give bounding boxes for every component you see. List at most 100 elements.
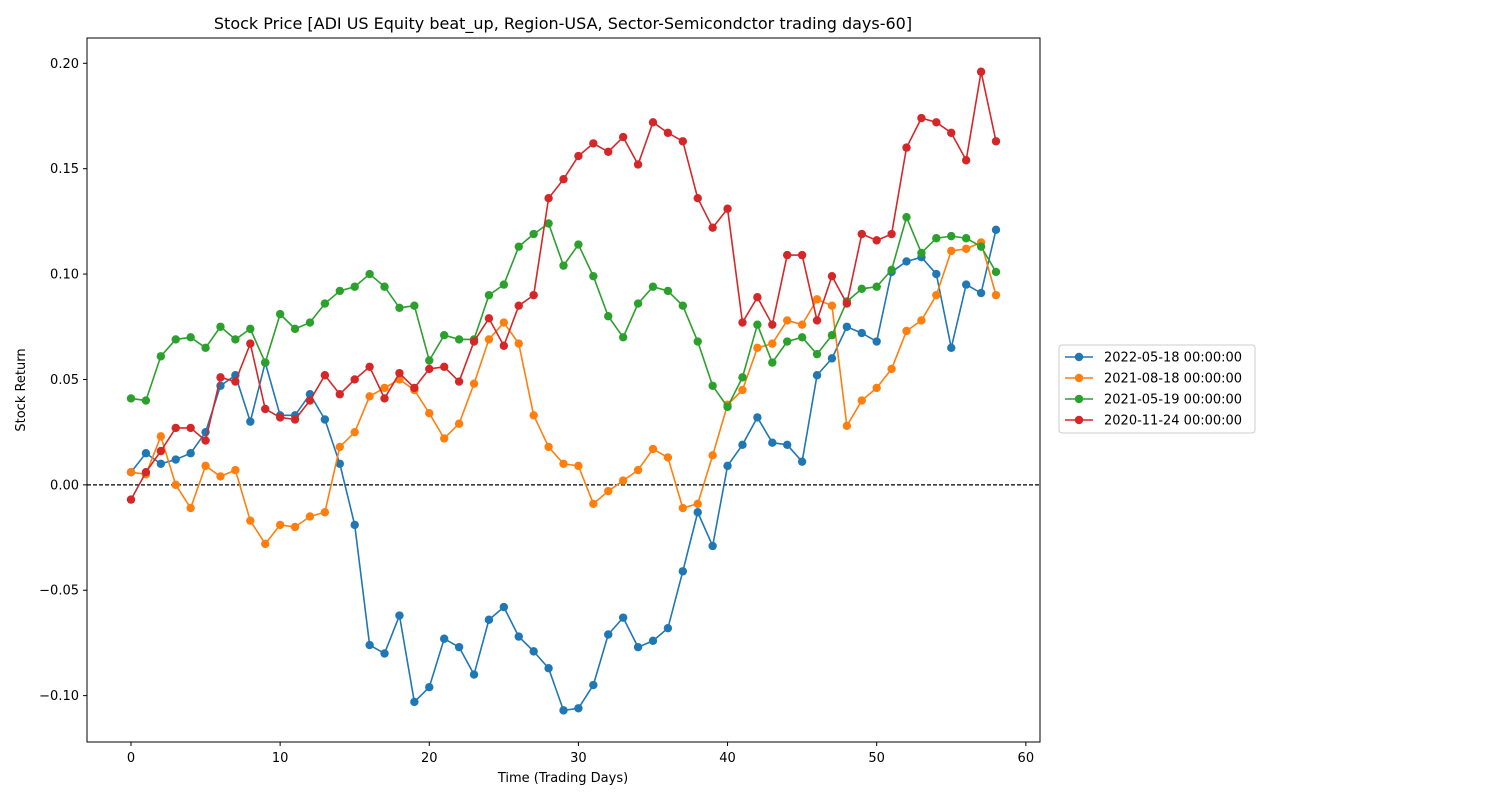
data-point <box>425 356 434 365</box>
y-tick-label: 0.20 <box>50 57 79 72</box>
data-point <box>648 118 658 127</box>
data-point <box>783 316 792 325</box>
data-point <box>589 499 598 509</box>
data-point <box>544 219 553 228</box>
data-point <box>693 508 702 517</box>
data-point <box>499 280 509 289</box>
data-point <box>529 411 538 420</box>
data-point <box>857 284 866 294</box>
x-tick-label: 20 <box>421 751 438 766</box>
data-point <box>439 362 449 372</box>
x-tick-label: 0 <box>127 751 135 766</box>
data-point <box>246 417 255 426</box>
legend-label: 2021-08-18 00:00:00 <box>1104 372 1242 387</box>
legend-label: 2021-05-19 00:00:00 <box>1104 393 1242 408</box>
x-tick-label: 40 <box>719 751 736 766</box>
data-point <box>991 290 1001 300</box>
data-point <box>514 301 523 310</box>
data-point <box>439 434 449 443</box>
data-point <box>738 385 747 395</box>
data-point <box>872 282 881 291</box>
data-point <box>305 512 315 521</box>
data-point <box>514 242 523 251</box>
data-point <box>544 442 553 452</box>
data-point <box>201 436 210 445</box>
data-point <box>395 303 404 312</box>
data-point <box>425 408 434 418</box>
data-point <box>663 128 673 138</box>
data-point <box>171 455 180 464</box>
data-point <box>544 193 553 203</box>
data-point <box>633 465 643 475</box>
data-point <box>738 318 747 327</box>
data-point <box>395 368 404 378</box>
data-point <box>425 364 434 374</box>
data-point <box>618 476 628 485</box>
x-tick-label: 10 <box>272 751 289 766</box>
data-point <box>663 623 673 633</box>
data-point <box>305 318 315 327</box>
data-point <box>574 461 583 471</box>
data-point <box>529 229 538 239</box>
data-point <box>872 236 881 245</box>
data-point <box>275 520 285 530</box>
data-point <box>768 438 777 447</box>
data-point <box>797 250 807 260</box>
data-point <box>365 392 374 401</box>
data-point <box>335 459 344 468</box>
y-tick-label: 0.05 <box>50 373 79 388</box>
data-point <box>738 440 747 449</box>
data-point <box>693 193 702 203</box>
data-point <box>902 143 911 152</box>
x-tick-label: 30 <box>570 751 587 766</box>
data-point <box>633 642 643 652</box>
data-point <box>738 373 747 382</box>
data-point <box>454 335 464 344</box>
data-point <box>723 402 732 412</box>
data-point <box>872 383 881 393</box>
data-point <box>768 320 777 329</box>
data-point <box>753 343 762 353</box>
data-point <box>201 343 210 353</box>
y-axis-label: Stock Return <box>14 348 29 431</box>
data-point <box>932 118 941 127</box>
data-point <box>365 269 374 279</box>
data-point <box>261 358 270 367</box>
data-point <box>976 288 986 298</box>
data-point <box>484 335 494 344</box>
data-point <box>857 229 866 239</box>
chart-title: Stock Price [ADI US Equity beat_up, Regi… <box>214 14 912 34</box>
y-tick-label: 0.10 <box>50 268 79 283</box>
data-point <box>663 286 673 296</box>
data-point <box>231 377 240 386</box>
data-point <box>678 137 688 146</box>
data-point <box>961 156 971 165</box>
data-point <box>439 634 449 643</box>
data-point <box>231 335 240 344</box>
data-point <box>320 299 330 308</box>
x-tick-label: 50 <box>868 751 885 766</box>
data-point <box>320 371 330 380</box>
data-point <box>842 322 852 331</box>
data-point <box>365 362 374 372</box>
data-point <box>499 341 509 350</box>
data-point <box>648 282 658 291</box>
data-point <box>574 240 583 249</box>
data-point <box>574 151 583 161</box>
data-point <box>753 413 762 422</box>
data-point <box>559 706 568 715</box>
data-point <box>648 444 658 454</box>
data-point <box>887 229 896 239</box>
data-point <box>186 333 195 342</box>
data-point <box>827 331 837 340</box>
data-point <box>410 383 419 393</box>
data-point <box>410 697 419 707</box>
data-point <box>857 328 866 338</box>
data-point <box>156 432 166 441</box>
data-point <box>261 404 270 414</box>
data-point <box>753 293 762 302</box>
data-point <box>141 449 151 458</box>
data-point <box>961 234 971 243</box>
data-point <box>812 316 822 325</box>
